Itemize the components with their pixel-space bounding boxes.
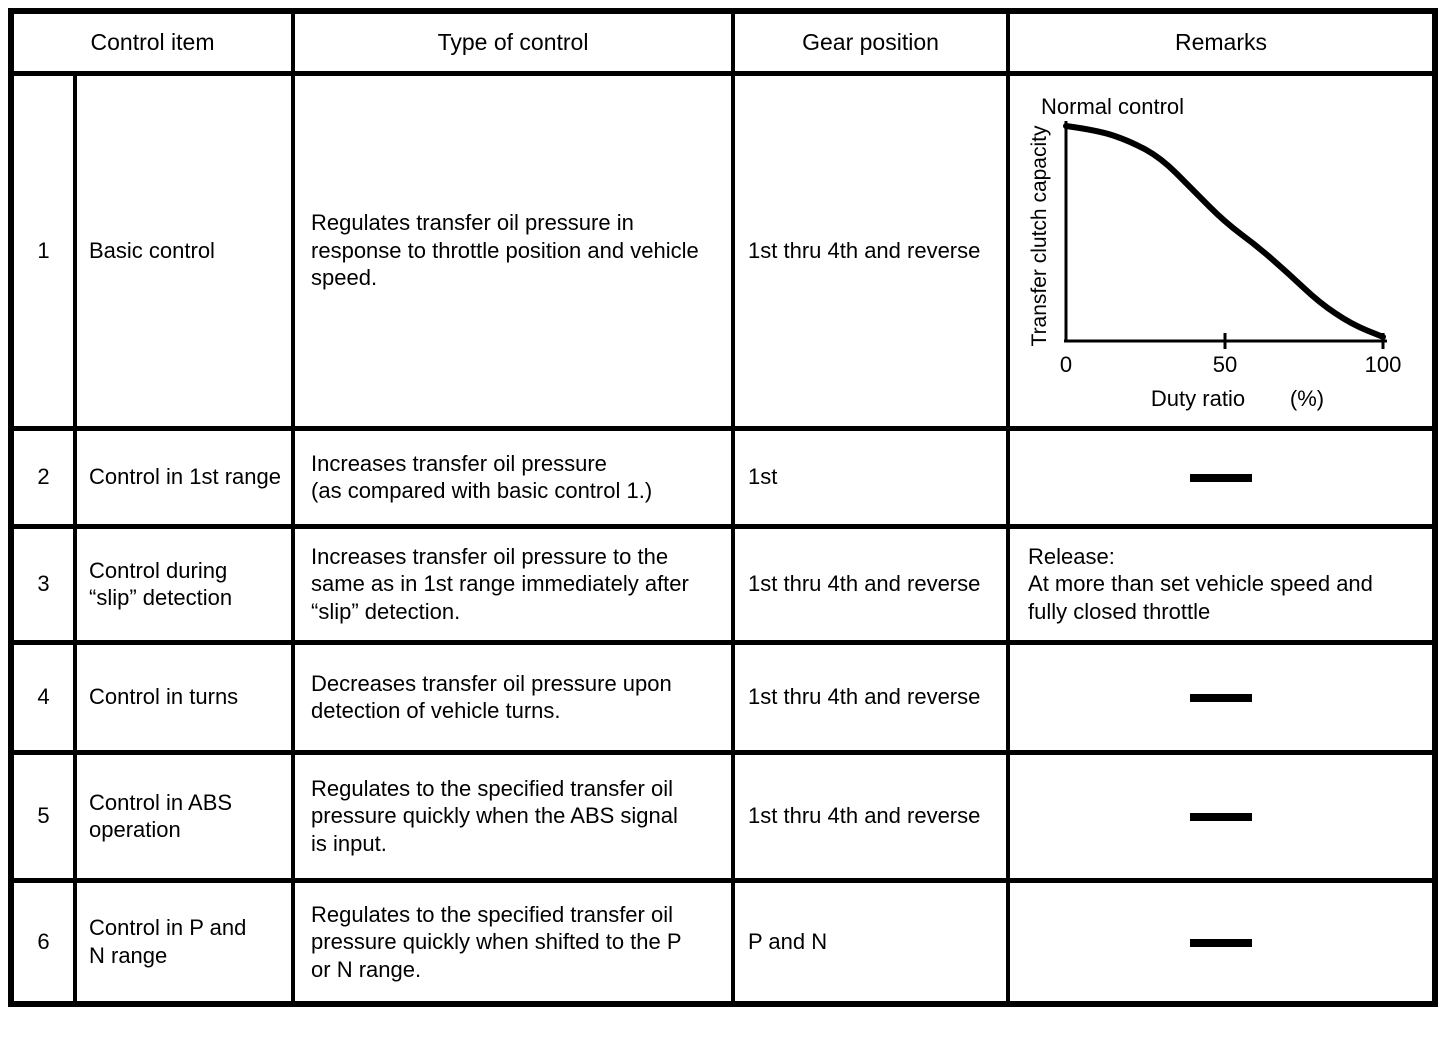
- x-tick-label-0: 0: [1060, 352, 1072, 377]
- row-number: 2: [9, 425, 77, 529]
- row-number: 5: [9, 749, 77, 883]
- x-tick-label-100: 100: [1365, 352, 1402, 377]
- table-row-4: 4 Control in turns Decreases transfer oi…: [9, 639, 1438, 755]
- dash-mark: [1190, 939, 1253, 948]
- x-tick-label-50: 50: [1213, 352, 1237, 377]
- table-row-3: 3 Control during “slip” detection Increa…: [9, 523, 1438, 645]
- gear-position-cell: 1st thru 4th and reverse: [731, 639, 1011, 755]
- header-row: Control item Type of control Gear positi…: [8, 8, 1438, 76]
- type-of-control-cell: Regulates to the specified transfer oil …: [291, 877, 736, 1007]
- control-item-cell: Control in 1st range: [72, 425, 296, 529]
- header-type-of-control: Type of control: [291, 8, 736, 76]
- row-number: 6: [9, 877, 77, 1007]
- header-control-item: Control item: [8, 8, 296, 76]
- chart-x-axis-label: Duty ratio: [1151, 386, 1245, 411]
- header-remarks: Remarks: [1006, 8, 1438, 76]
- row-number: 3: [9, 523, 77, 645]
- dash-mark: [1190, 474, 1253, 483]
- remarks-cell: [1006, 877, 1438, 1007]
- control-item-cell: Basic control: [72, 70, 296, 431]
- gear-position-cell: 1st thru 4th and reverse: [731, 523, 1011, 645]
- type-of-control-cell: Decreases transfer oil pressure upon det…: [291, 639, 736, 755]
- control-table: Control item Type of control Gear positi…: [8, 8, 1439, 1007]
- row-number: 4: [9, 639, 77, 755]
- duty-ratio-chart: Normal control Transfer clutch capacity …: [1028, 94, 1402, 411]
- gear-position-cell: 1st: [731, 425, 1011, 529]
- control-item-cell: Control in ABS operation: [72, 749, 296, 883]
- remarks-cell: [1006, 425, 1438, 529]
- dash-mark: [1190, 813, 1253, 822]
- table-row-2: 2 Control in 1st range Increases transfe…: [9, 425, 1438, 529]
- remarks-chart-cell: Normal control Transfer clutch capacity …: [1006, 70, 1438, 431]
- table-row-1: 1 Basic control Regulates transfer oil p…: [9, 70, 1438, 431]
- control-item-cell: Control in turns: [72, 639, 296, 755]
- capacity-curve: [1063, 122, 1387, 340]
- remarks-cell: Release: At more than set vehicle speed …: [1006, 523, 1438, 645]
- chart-x-axis-unit: (%): [1290, 386, 1324, 411]
- type-of-control-cell: Increases transfer oil pressure (as comp…: [291, 425, 736, 529]
- remarks-cell: [1006, 639, 1438, 755]
- row-number: 1: [9, 70, 77, 431]
- chart-y-axis-label: Transfer clutch capacity: [1028, 125, 1051, 346]
- chart-title: Normal control: [1041, 94, 1184, 119]
- header-gear-position: Gear position: [731, 8, 1011, 76]
- type-of-control-cell: Regulates to the specified transfer oil …: [291, 749, 736, 883]
- dash-mark: [1190, 694, 1253, 703]
- type-of-control-cell: Regulates transfer oil pressure in respo…: [291, 70, 736, 431]
- control-item-cell: Control during “slip” detection: [72, 523, 296, 645]
- gear-position-cell: 1st thru 4th and reverse: [731, 70, 1011, 431]
- control-item-cell: Control in P and N range: [72, 877, 296, 1007]
- type-of-control-cell: Increases transfer oil pressure to the s…: [291, 523, 736, 645]
- gear-position-cell: 1st thru 4th and reverse: [731, 749, 1011, 883]
- gear-position-cell: P and N: [731, 877, 1011, 1007]
- remarks-cell: [1006, 749, 1438, 883]
- table-row-5: 5 Control in ABS operation Regulates to …: [9, 749, 1438, 883]
- table-row-6: 6 Control in P and N range Regulates to …: [9, 877, 1438, 1007]
